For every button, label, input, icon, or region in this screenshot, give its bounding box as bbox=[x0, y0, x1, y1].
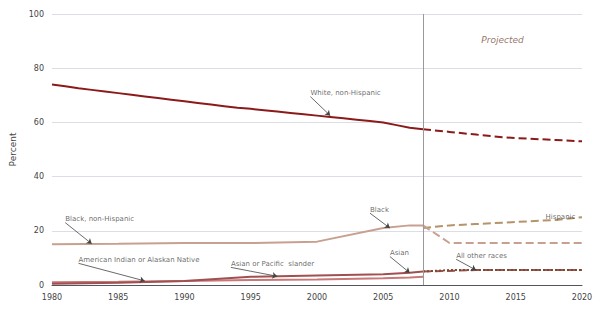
svg-text:Asian or Pacific slander: Asian or Pacific slander bbox=[231, 260, 314, 268]
svg-text:2020: 2020 bbox=[572, 293, 592, 302]
svg-text:20: 20 bbox=[34, 226, 44, 235]
svg-text:Asian: Asian bbox=[390, 249, 409, 257]
svg-text:60: 60 bbox=[34, 118, 44, 127]
svg-text:0: 0 bbox=[39, 281, 44, 290]
svg-text:White, non-Hispanic: White, non-Hispanic bbox=[310, 89, 380, 97]
svg-text:2010: 2010 bbox=[439, 293, 459, 302]
svg-text:Percent: Percent bbox=[8, 132, 18, 166]
svg-text:Projected: Projected bbox=[481, 35, 524, 45]
svg-text:80: 80 bbox=[34, 64, 44, 73]
svg-text:2005: 2005 bbox=[373, 293, 393, 302]
svg-text:1995: 1995 bbox=[241, 293, 261, 302]
svg-text:1990: 1990 bbox=[174, 293, 194, 302]
svg-text:2015: 2015 bbox=[506, 293, 526, 302]
svg-text:1980: 1980 bbox=[42, 293, 62, 302]
svg-text:Hispanic: Hispanic bbox=[546, 213, 576, 221]
svg-text:American Indian or Alaskan Nat: American Indian or Alaskan Native bbox=[79, 256, 200, 264]
svg-text:Black: Black bbox=[370, 206, 390, 214]
svg-text:100: 100 bbox=[29, 10, 44, 19]
svg-text:1985: 1985 bbox=[108, 293, 128, 302]
svg-text:2000: 2000 bbox=[307, 293, 327, 302]
svg-text:40: 40 bbox=[34, 172, 44, 181]
svg-text:Black, non-Hispanic: Black, non-Hispanic bbox=[65, 215, 134, 223]
svg-text:All other races: All other races bbox=[456, 252, 507, 260]
